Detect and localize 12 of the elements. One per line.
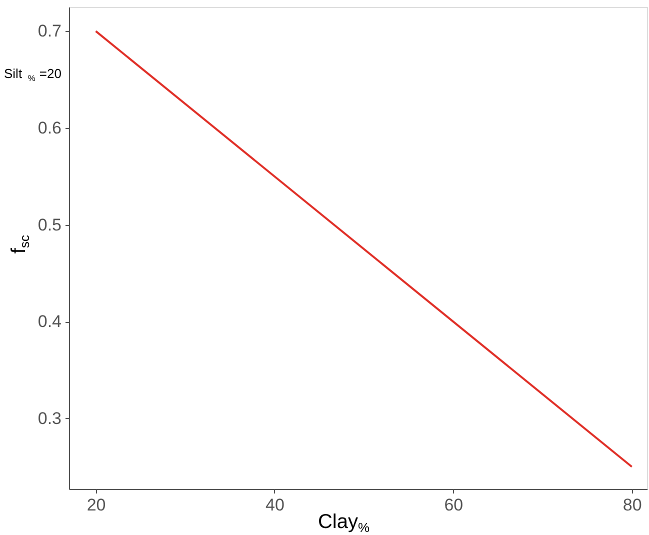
- x-axis-title: Clay%: [318, 511, 370, 535]
- y-tick-label: 0.5: [38, 215, 62, 234]
- y-tick-label: 0.7: [38, 22, 62, 41]
- y-tick-label: 0.4: [38, 312, 62, 332]
- x-tick-label: 40: [266, 496, 284, 514]
- y-tick-label: 0.3: [38, 408, 62, 428]
- x-tick-label: 60: [444, 496, 464, 514]
- y-tick-label: 0.6: [38, 118, 62, 138]
- x-tick-label: 80: [622, 496, 642, 514]
- text: Silt% =20: [4, 66, 62, 83]
- x-tick-label: 20: [86, 496, 106, 514]
- y-axis-title: fsc: [8, 234, 32, 254]
